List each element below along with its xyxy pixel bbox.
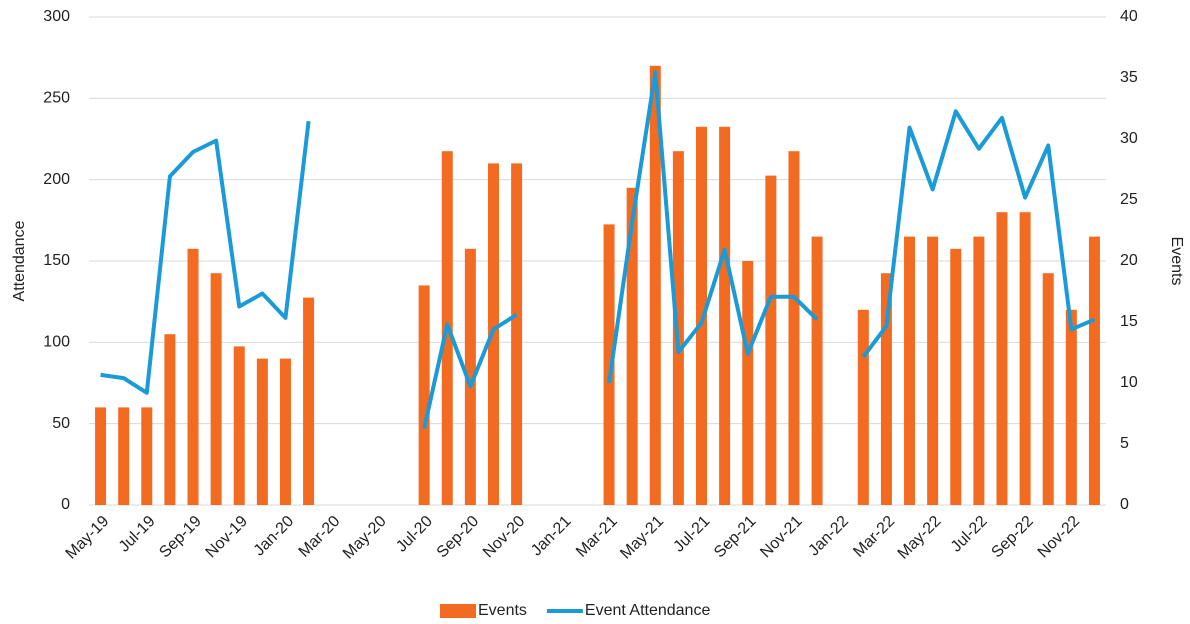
y2-tick-label: 10 bbox=[1120, 374, 1138, 391]
legend-label: Events bbox=[478, 602, 527, 619]
bar bbox=[279, 358, 291, 505]
x-tick-label: Mar-22 bbox=[850, 513, 898, 561]
y2-tick-label: 15 bbox=[1120, 313, 1138, 330]
bar bbox=[950, 248, 962, 506]
x-tick-label: Sep-19 bbox=[156, 513, 205, 562]
bar bbox=[742, 261, 754, 505]
x-tick-label: Jan-20 bbox=[251, 513, 298, 560]
bar bbox=[765, 175, 777, 505]
y2-tick-label: 20 bbox=[1120, 252, 1138, 269]
y-tick-label: 200 bbox=[43, 171, 70, 188]
bar bbox=[973, 236, 985, 505]
bar bbox=[996, 212, 1008, 505]
bar bbox=[880, 273, 892, 505]
x-tick-label: Nov-19 bbox=[203, 513, 252, 562]
bar bbox=[1042, 273, 1054, 505]
bar bbox=[511, 163, 523, 505]
x-tick-label: Nov-21 bbox=[757, 513, 806, 562]
x-tick-label: Nov-20 bbox=[480, 513, 529, 562]
x-tick-label: Jan-21 bbox=[528, 513, 575, 560]
legend-label: Event Attendance bbox=[585, 602, 711, 619]
bar bbox=[164, 334, 176, 505]
bar bbox=[187, 248, 199, 506]
x-tick-label: Sep-21 bbox=[711, 513, 760, 562]
bar bbox=[418, 285, 430, 505]
x-tick-label: Jul-20 bbox=[393, 513, 436, 556]
x-tick-label: Jul-19 bbox=[116, 513, 159, 556]
bar bbox=[464, 248, 476, 506]
bar bbox=[719, 126, 731, 506]
bar bbox=[811, 236, 823, 505]
bar bbox=[603, 224, 615, 505]
x-tick-label: May-19 bbox=[63, 513, 113, 563]
y-tick-label: 300 bbox=[43, 8, 70, 25]
y-tick-label: 50 bbox=[52, 415, 70, 432]
y-tick-label: 0 bbox=[61, 496, 70, 513]
bar bbox=[210, 273, 222, 505]
x-tick-label: May-20 bbox=[340, 513, 390, 563]
y2-tick-label: 40 bbox=[1120, 8, 1138, 25]
bar bbox=[95, 407, 107, 505]
x-tick-label: Mar-21 bbox=[573, 513, 621, 561]
y-tick-label: 250 bbox=[43, 90, 70, 107]
bar bbox=[141, 407, 153, 505]
y2-tick-label: 35 bbox=[1120, 69, 1138, 86]
y2-tick-label: 30 bbox=[1120, 130, 1138, 147]
bar bbox=[118, 407, 130, 505]
y2-tick-label: 25 bbox=[1120, 191, 1138, 208]
bar bbox=[303, 297, 315, 505]
line bbox=[100, 70, 1096, 429]
bar bbox=[904, 236, 916, 505]
y2-axis-title: Events bbox=[1168, 237, 1185, 286]
x-tick-label: Sep-22 bbox=[988, 513, 1037, 562]
x-tick-label: Jan-22 bbox=[805, 513, 852, 560]
x-tick-label: Mar-20 bbox=[296, 513, 344, 561]
bar bbox=[256, 358, 268, 505]
bar bbox=[927, 236, 939, 505]
bar bbox=[788, 151, 800, 505]
x-tick-label: Sep-20 bbox=[434, 513, 483, 562]
y-tick-label: 150 bbox=[43, 252, 70, 269]
bar bbox=[1019, 212, 1031, 505]
bar bbox=[233, 346, 245, 505]
bar bbox=[1088, 236, 1100, 505]
y2-tick-label: 0 bbox=[1120, 496, 1129, 513]
x-tick-label: May-22 bbox=[895, 513, 945, 563]
x-tick-label: May-21 bbox=[617, 513, 667, 563]
x-tick-label: Nov-22 bbox=[1035, 513, 1084, 562]
bar bbox=[649, 65, 661, 506]
legend-swatch bbox=[440, 604, 476, 618]
x-tick-label: Jul-22 bbox=[948, 513, 991, 556]
bar bbox=[626, 187, 638, 506]
bar bbox=[696, 126, 708, 506]
y-tick-label: 100 bbox=[43, 334, 70, 351]
y-axis-title: Attendance bbox=[11, 220, 28, 301]
bar bbox=[857, 309, 869, 505]
bar bbox=[1065, 309, 1077, 505]
x-tick-label: Jul-21 bbox=[670, 513, 713, 556]
y2-tick-label: 5 bbox=[1120, 435, 1129, 452]
